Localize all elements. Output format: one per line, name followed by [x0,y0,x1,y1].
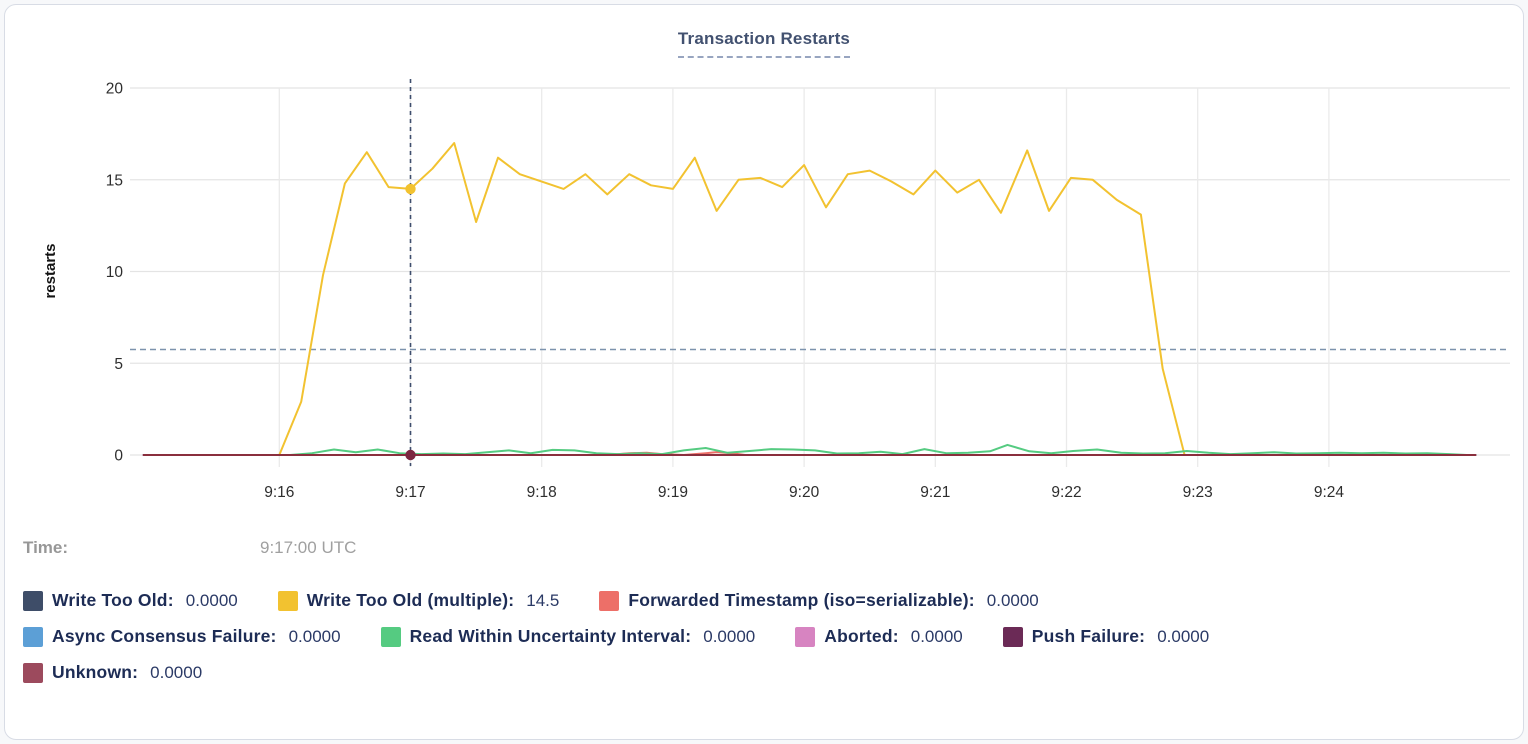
y-tick-label: 15 [106,172,123,189]
graph-card: Transaction Restarts 0 5 10 15 20 9:16 9:17 9:1… [4,4,1524,740]
legend-label: Forwarded Timestamp (iso=serializable): [628,590,975,610]
chart-title-wrap: Transaction Restarts [5,29,1523,58]
legend-label: Write Too Old (multiple): [306,590,515,610]
y-tick-label: 0 [114,448,123,465]
legend-value: 0.0000 [288,626,341,646]
hover-time-row: Time: 9:17:00 UTC [23,538,356,558]
x-tick-label: 9:22 [1051,484,1081,501]
legend-swatch-write-too-old [23,590,43,611]
legend-value: 0.0000 [185,590,238,610]
legend-value: 0.0000 [150,662,203,682]
legend-item-write-too-old: Write Too Old: 0.0000 [23,590,238,611]
chart-title[interactable]: Transaction Restarts [677,29,851,58]
legend-item-push-failure: Push Failure: 0.0000 [1002,626,1210,647]
legend-item-unknown: Unknown: 0.0000 [23,662,202,683]
legend-value: 0.0000 [986,590,1039,610]
legend-label: Read Within Uncertainty Interval: [409,626,692,646]
x-tick-label: 9:23 [1183,484,1213,501]
legend-swatch-write-too-old-multiple [277,590,298,611]
legend-label: Aborted: [824,626,899,646]
legend-label: Write Too Old: [52,590,174,610]
y-tick-label: 5 [114,356,123,373]
legend-item-async-consensus-failure: Async Consensus Failure: 0.0000 [23,626,341,647]
legend-row: Unknown: 0.0000 [23,662,1507,683]
legend-item-forwarded-timestamp-iso-serializable: Forwarded Timestamp (iso=serializable): 0… [599,590,1039,611]
x-tick-label: 9:19 [658,484,688,501]
legend-swatch-unknown [23,662,43,683]
legend-swatch-aborted [795,626,816,647]
legend-swatch-read-within-uncertainty-interval [380,626,401,647]
x-tick-label: 9:17 [395,484,425,501]
y-tick-label: 10 [106,264,124,281]
x-tick-label: 9:24 [1314,484,1345,501]
legend-swatch-async-consensus-failure [23,626,43,647]
legend-swatch-push-failure [1002,626,1023,647]
x-tick-label: 9:20 [789,484,820,501]
legend-value: 14.5 [526,590,560,610]
hover-time-label: Time: [23,538,69,557]
legend-swatch-forwarded-timestamp-iso-serializable [599,590,620,611]
legend-value: 0.0000 [703,626,756,646]
legend-item-write-too-old-multiple: Write Too Old (multiple): 14.5 [277,590,560,611]
legend-label: Async Consensus Failure: [52,626,277,646]
y-axis-label: restarts [42,243,59,298]
series-line-write-too-old-multiple [278,142,1186,456]
x-tick-label: 9:16 [264,484,294,501]
legend-row: Async Consensus Failure: 0.0000 Read Withi… [23,626,1507,647]
hover-dot-write-too-old-multiple [405,183,416,195]
legend-item-aborted: Aborted: 0.0000 [795,626,963,647]
legend-value: 0.0000 [910,626,963,646]
hover-time-value: 9:17:00 UTC [260,538,357,557]
legend-label: Push Failure: [1031,626,1146,646]
y-tick-label: 20 [106,81,124,98]
legend-row: Write Too Old: 0.0000 Write Too Old (multi… [23,590,1507,611]
hover-dot-unknown [405,449,416,461]
x-tick-label: 9:18 [527,484,557,501]
chart-legend: Write Too Old: 0.0000 Write Too Old (multi… [23,590,1507,683]
legend-label: Unknown: [52,662,139,682]
series-line-read-within-uncertainty-interval [289,443,1468,456]
transaction-restarts-chart[interactable]: 0 5 10 15 20 9:16 9:17 9:18 9:19 9:20 9:21 9:22 9:23… [5,5,1525,520]
legend-item-read-within-uncertainty-interval: Read Within Uncertainty Interval: 0.0000 [380,626,756,647]
x-tick-label: 9:21 [920,484,950,501]
legend-value: 0.0000 [1157,626,1210,646]
